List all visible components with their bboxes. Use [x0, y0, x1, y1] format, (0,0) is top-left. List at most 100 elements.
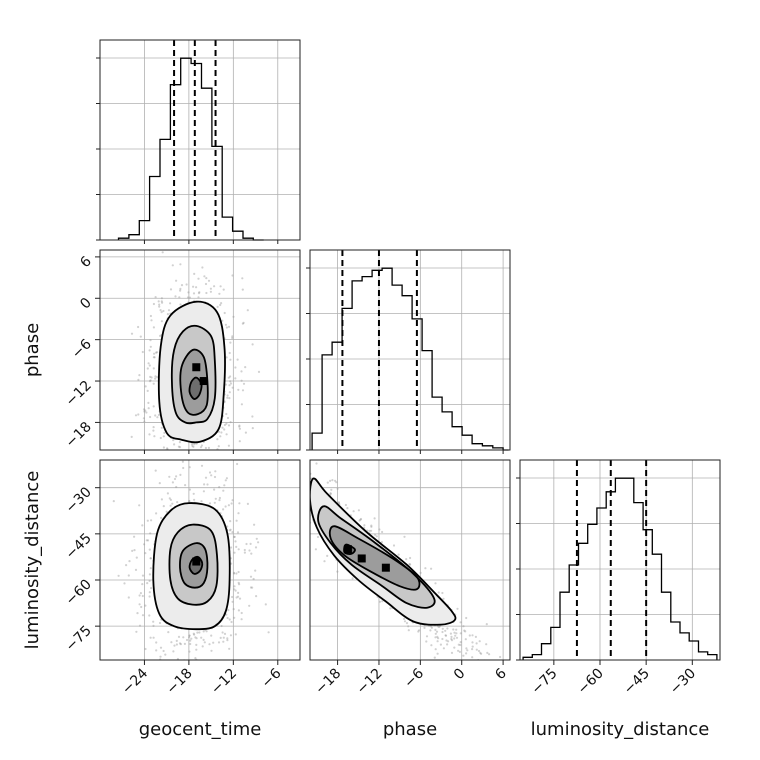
- scatter-point: [193, 633, 196, 636]
- scatter-point: [267, 442, 269, 444]
- scatter-point: [280, 466, 282, 468]
- scatter-point: [452, 665, 454, 667]
- scatter-point: [233, 551, 236, 554]
- scatter-point: [137, 413, 140, 416]
- scatter-point: [198, 466, 200, 468]
- scatter-point: [198, 291, 201, 294]
- scatter-point: [251, 586, 254, 589]
- scatter-point: [567, 753, 569, 755]
- scatter-point: [144, 409, 147, 412]
- scatter-point: [508, 695, 510, 697]
- scatter-point: [136, 612, 139, 615]
- scatter-point: [249, 542, 252, 546]
- scatter-point: [227, 451, 229, 453]
- scatter-point: [228, 452, 230, 454]
- scatter-point: [453, 646, 456, 649]
- x-axis-label-phase: phase: [383, 719, 437, 740]
- scatter-point: [429, 629, 432, 632]
- scatter-point: [471, 641, 474, 644]
- scatter-point: [159, 655, 162, 658]
- scatter-point: [225, 422, 228, 425]
- scatter-point: [117, 574, 120, 577]
- scatter-point: [470, 671, 472, 673]
- scatter-point: [516, 719, 518, 721]
- histogram-step: [117, 57, 264, 241]
- scatter-point: [403, 617, 406, 621]
- scatter-point: [226, 396, 229, 399]
- scatter-point: [204, 476, 208, 479]
- scatter-point: [358, 519, 361, 522]
- scatter-point: [217, 430, 221, 433]
- scatter-point: [130, 435, 133, 438]
- scatter-point: [227, 424, 231, 427]
- scatter-point: [296, 474, 298, 476]
- scatter-point: [475, 671, 477, 673]
- scatter-point: [489, 697, 491, 699]
- scatter-point: [486, 651, 489, 655]
- scatter-point: [264, 603, 267, 606]
- scatter-point: [192, 665, 194, 667]
- scatter-point: [196, 631, 199, 634]
- scatter-point: [219, 636, 222, 640]
- scatter-point: [434, 628, 437, 632]
- scatter-point: [154, 469, 157, 472]
- scatter-point: [243, 551, 246, 554]
- scatter-point: [459, 621, 462, 624]
- peak-density-cell: [343, 545, 352, 554]
- scatter-point: [257, 541, 260, 544]
- scatter-point: [185, 638, 189, 642]
- scatter-point: [240, 370, 243, 373]
- scatter-point: [242, 382, 246, 385]
- scatter-point: [238, 502, 241, 505]
- scatter-point: [161, 251, 164, 254]
- scatter-point: [225, 499, 227, 501]
- scatter-point: [179, 303, 182, 306]
- scatter-point: [169, 504, 172, 507]
- scatter-point: [134, 464, 136, 466]
- scatter-point: [204, 282, 208, 286]
- scatter-point: [205, 630, 208, 633]
- scatter-point: [149, 415, 152, 419]
- scatter-point: [233, 585, 236, 588]
- histogram-step: [311, 267, 509, 451]
- scatter-point: [230, 439, 232, 441]
- scatter-point: [177, 445, 180, 448]
- scatter-point: [195, 637, 198, 640]
- scatter-point: [464, 638, 467, 641]
- scatter-point: [185, 470, 187, 472]
- scatter-point: [180, 284, 184, 287]
- scatter-point: [213, 475, 217, 479]
- scatter-point: [271, 454, 273, 456]
- scatter-point: [232, 571, 236, 575]
- panel-phase-vs-luminosity-distance: −18 −12 −6 0 6: [230, 414, 569, 755]
- scatter-point: [182, 636, 185, 639]
- scatter-point: [288, 474, 290, 476]
- scatter-point: [226, 616, 229, 620]
- scatter-point: [183, 642, 186, 646]
- scatter-point: [277, 456, 279, 458]
- scatter-point: [199, 446, 203, 449]
- scatter-point: [357, 509, 360, 512]
- scatter-point: [244, 427, 246, 429]
- scatter-point: [405, 622, 409, 625]
- scatter-point: [210, 649, 213, 652]
- scatter-point: [235, 433, 237, 435]
- scatter-point: [144, 385, 147, 388]
- scatter-point: [149, 567, 152, 570]
- scatter-point: [234, 589, 237, 592]
- scatter-point: [168, 475, 171, 478]
- scatter-point: [198, 675, 200, 677]
- scatter-point: [397, 553, 400, 556]
- scatter-point: [189, 639, 192, 642]
- scatter-point: [191, 443, 194, 446]
- scatter-point: [316, 535, 320, 539]
- scatter-point: [137, 325, 140, 329]
- scatter-point: [244, 431, 247, 434]
- scatter-point: [476, 681, 478, 683]
- scatter-point: [244, 414, 246, 416]
- scatter-point: [248, 549, 251, 552]
- scatter-point: [290, 472, 292, 474]
- x-tick-label: −18: [164, 666, 196, 698]
- scatter-point: [222, 454, 224, 456]
- scatter-point: [217, 445, 220, 448]
